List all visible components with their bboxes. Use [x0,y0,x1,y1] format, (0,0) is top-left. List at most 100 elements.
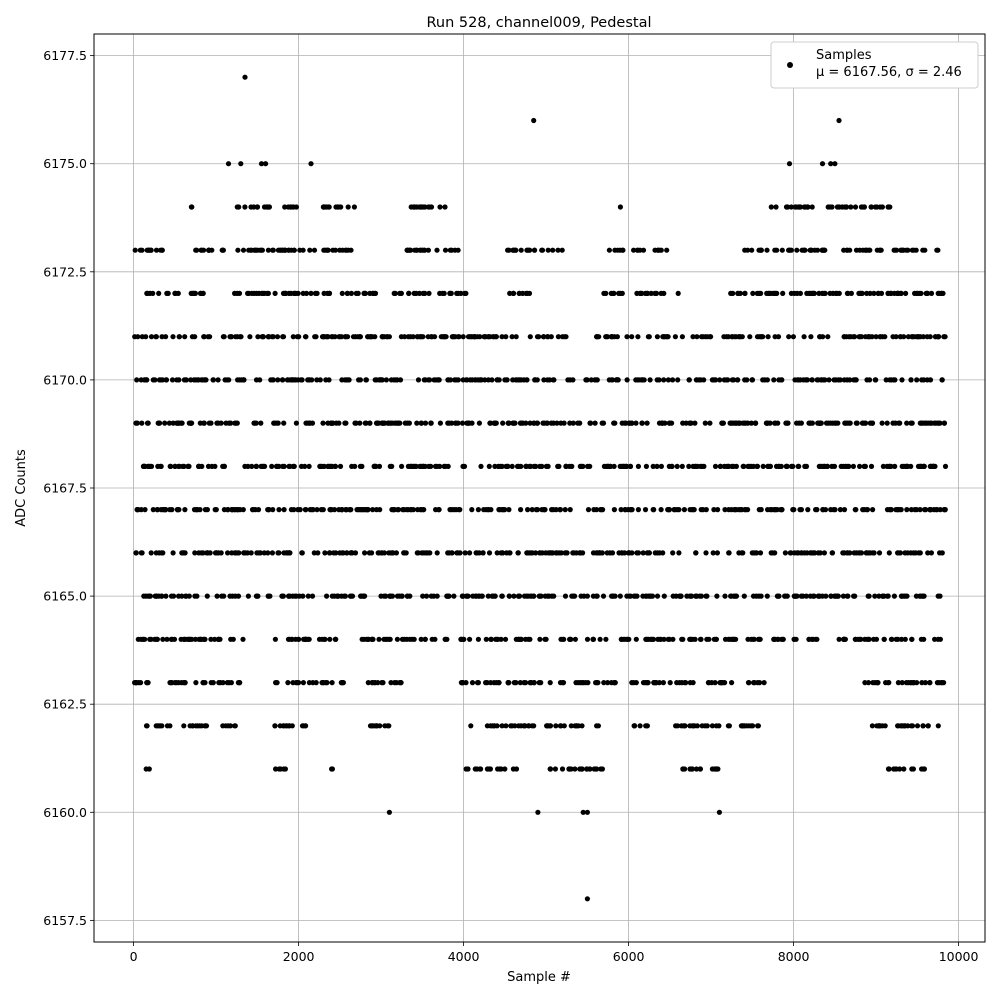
data-point [386,723,392,729]
data-point [398,334,404,340]
data-point [551,593,557,599]
data-point [212,636,218,642]
data-point [283,723,289,729]
data-point [786,334,792,340]
data-point [261,290,267,296]
data-point [443,334,449,340]
data-point [486,550,493,556]
data-point [741,463,747,469]
data-point [632,593,639,599]
data-point [845,550,851,556]
data-point [318,507,324,513]
data-point [493,680,499,686]
data-point [429,636,435,642]
data-point [362,550,368,556]
data-point [852,204,859,210]
data-point [393,680,400,686]
data-point [416,290,423,296]
data-point [675,290,681,296]
data-point [311,247,318,253]
data-point [333,550,339,556]
data-point [799,550,805,556]
data-point [518,636,525,642]
data-point [888,377,894,383]
data-point [923,420,930,426]
data-point [791,290,798,296]
data-point [348,290,354,296]
data-point [765,507,771,513]
data-point [422,636,428,642]
data-point [828,507,834,513]
data-point [669,420,675,426]
data-point [713,766,719,772]
data-point [201,420,207,426]
data-point [920,723,926,729]
data-point [221,463,227,469]
data-point [899,377,905,383]
data-point [617,593,623,599]
data-point [305,377,311,383]
data-point [856,334,862,340]
data-point [397,420,403,426]
data-point [557,723,564,729]
data-point [561,420,567,426]
data-point [150,377,156,383]
data-point [914,507,920,513]
data-point [600,420,607,426]
data-point [654,334,661,340]
data-point [315,550,321,556]
data-point [851,377,857,383]
data-point [629,334,635,340]
data-point [895,550,901,556]
y-tick-label: 6170.0 [43,372,87,387]
data-point [235,377,241,383]
data-point [838,463,844,469]
data-point [198,636,204,642]
data-point [843,463,849,469]
data-point [326,550,332,556]
data-point [941,420,948,426]
data-point [506,507,512,513]
data-point [872,377,878,383]
data-point [291,463,297,469]
data-point [358,593,364,599]
data-point [156,290,162,296]
data-point [687,680,693,686]
data-point [737,290,743,296]
data-point [535,809,541,815]
data-point [921,636,927,642]
data-point [487,420,494,426]
data-point [222,377,228,383]
data-point [693,550,699,556]
data-point [307,247,313,253]
data-point [546,723,552,729]
data-point [300,723,306,729]
data-point [868,463,875,469]
data-point [185,463,191,469]
data-point [509,463,515,469]
data-point [544,420,550,426]
data-point [804,550,810,556]
data-point [158,593,165,599]
data-point [306,680,312,686]
data-point [175,507,181,513]
data-point [513,377,519,383]
data-point [756,593,762,599]
data-point [559,247,565,253]
data-point [322,247,328,253]
data-point [861,463,867,469]
data-point [321,290,327,296]
data-point [816,290,822,296]
data-point [133,420,139,426]
data-point [871,636,877,642]
data-point [650,463,656,469]
data-point [296,680,302,686]
data-point [191,290,197,296]
data-point [345,334,351,340]
data-point [765,334,771,340]
data-point [598,766,604,772]
data-point [690,463,696,469]
data-point [442,247,449,253]
data-point [181,723,187,729]
data-point [162,507,169,513]
